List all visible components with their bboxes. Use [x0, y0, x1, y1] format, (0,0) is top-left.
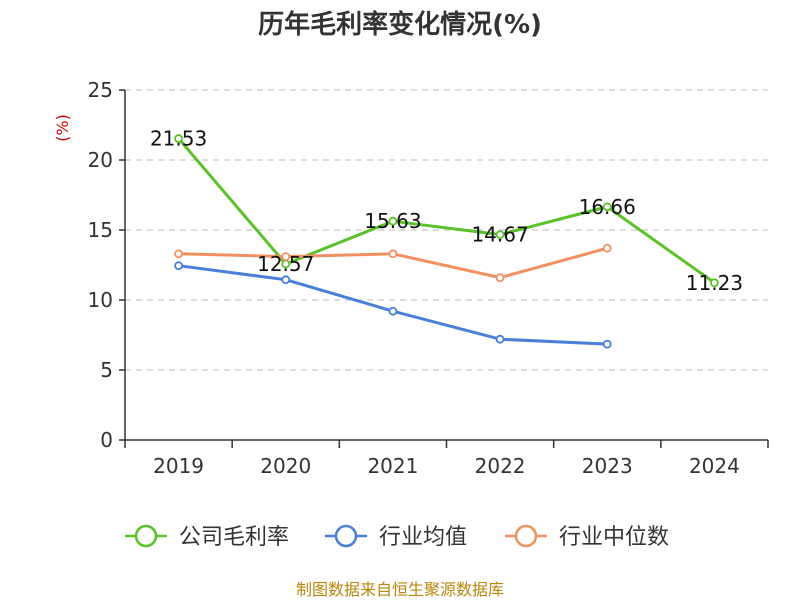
- x-tick-label: 2020: [260, 454, 311, 478]
- y-tick-label: 10: [88, 288, 113, 312]
- data-label: 15.63: [364, 209, 421, 233]
- data-label: 16.66: [579, 195, 636, 219]
- data-point: [174, 134, 183, 143]
- y-tick-label: 5: [100, 358, 113, 382]
- data-point: [388, 216, 398, 226]
- legend: 公司毛利率 行业均值 行业中位数: [125, 524, 669, 550]
- series-layer: [174, 134, 719, 349]
- data-label: 21.53: [150, 127, 207, 151]
- data-point: [174, 249, 183, 259]
- data-point: [174, 261, 183, 271]
- data-point: [388, 306, 398, 316]
- data-point: [281, 275, 291, 285]
- x-tick-label: 2019: [153, 454, 204, 478]
- x-tick-label: 2023: [582, 454, 633, 478]
- data-point: [388, 249, 398, 259]
- series-line: [177, 137, 716, 285]
- data-point: [281, 252, 291, 262]
- x-tick-label: 2024: [689, 454, 740, 478]
- data-labels: 21.53 12.57 15.63 14.67 16.66 11.23: [150, 127, 743, 295]
- legend-entry: 行业中位数: [559, 525, 669, 550]
- legend-swatch-marker: [514, 524, 538, 548]
- data-point: [495, 273, 505, 283]
- grid: [125, 89, 768, 371]
- data-point: [602, 339, 612, 349]
- y-axis-label: (%): [53, 114, 72, 142]
- source-note: 制图数据来自恒生聚源数据库: [296, 580, 504, 599]
- legend-entry: 行业均值: [379, 525, 467, 550]
- data-point: [602, 243, 612, 253]
- legend-entry: 公司毛利率: [179, 525, 289, 550]
- y-tick-label: 0: [100, 428, 113, 452]
- axes: 0 5 10 15 20 25 2019 2020 2021 2022 2023 2024: [88, 78, 769, 478]
- y-tick-label: 20: [88, 148, 113, 172]
- data-label: 11.23: [686, 271, 743, 295]
- legend-swatch-marker: [134, 524, 158, 548]
- data-point: [602, 202, 612, 212]
- x-tick-label: 2022: [475, 454, 526, 478]
- data-point: [495, 230, 505, 240]
- y-tick-label: 15: [88, 218, 113, 242]
- data-label: 12.57: [257, 252, 314, 276]
- y-tick-label: 25: [88, 78, 113, 102]
- data-point: [495, 334, 505, 344]
- series-line: [178, 264, 608, 346]
- legend-swatch-marker: [334, 524, 358, 548]
- data-point: [710, 278, 719, 288]
- chart-title: 历年毛利率变化情况(%): [258, 9, 542, 40]
- data-label: 14.67: [471, 223, 528, 247]
- x-tick-label: 2021: [367, 454, 418, 478]
